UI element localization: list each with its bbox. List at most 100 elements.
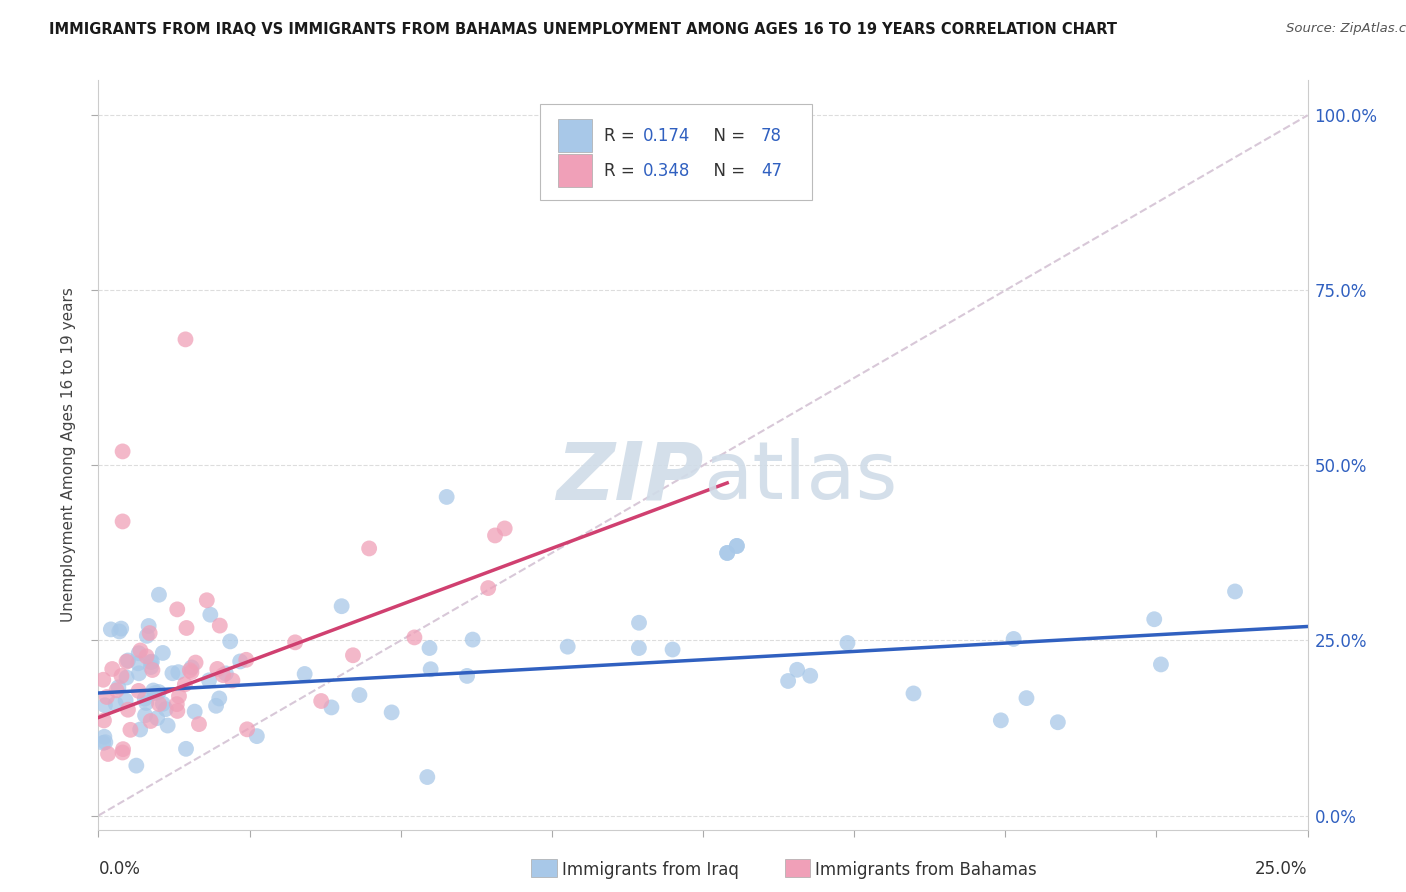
Point (418, 640, 440, 655)
Text: atlas: atlas (703, 438, 897, 516)
Point (188, 717, 211, 731)
Point (359, 541, 381, 556)
Point (1046, 715, 1069, 730)
Point (156, 718, 179, 732)
Point (208, 618, 231, 632)
Point (786, 663, 808, 677)
Point (725, 539, 748, 553)
Point (342, 648, 364, 663)
Point (138, 626, 160, 640)
Point (205, 698, 228, 713)
Point (627, 615, 650, 630)
Point (135, 649, 157, 664)
Point (93, 714, 115, 728)
Point (176, 621, 198, 635)
Point (128, 646, 150, 660)
Point (778, 673, 800, 688)
Point (97, 747, 120, 761)
Point (294, 667, 316, 681)
Text: 0.348: 0.348 (643, 162, 690, 180)
Point (1015, 691, 1038, 706)
Point (461, 632, 484, 647)
Point (111, 746, 134, 760)
Point (494, 521, 516, 535)
Point (134, 708, 156, 723)
Point (152, 646, 174, 660)
Point (125, 758, 148, 772)
Point (162, 666, 184, 681)
Point (330, 599, 353, 614)
Text: Source: ZipAtlas.com: Source: ZipAtlas.com (1286, 22, 1406, 36)
Point (229, 655, 252, 669)
Point (107, 681, 129, 695)
Point (155, 702, 177, 716)
Point (105, 683, 128, 698)
Point (120, 723, 142, 737)
Point (115, 655, 138, 669)
Point (114, 693, 136, 707)
Point (477, 581, 499, 595)
Point (146, 711, 169, 725)
Point (200, 607, 222, 622)
Point (208, 691, 231, 706)
Point (128, 684, 150, 698)
Point (716, 546, 738, 560)
Point (152, 697, 174, 711)
Point (127, 657, 149, 671)
Point (167, 665, 190, 680)
Text: ZIP: ZIP (555, 438, 703, 516)
Point (101, 662, 124, 676)
Point (129, 723, 152, 737)
Text: 78: 78 (761, 127, 782, 145)
Point (180, 660, 202, 674)
Point (1223, 584, 1246, 599)
Text: N =: N = (703, 127, 751, 145)
Point (108, 624, 131, 639)
Point (627, 641, 650, 656)
Point (110, 669, 132, 683)
Point (557, 640, 579, 654)
Point (117, 703, 139, 717)
Point (184, 656, 207, 670)
Point (180, 665, 202, 679)
Point (484, 528, 506, 542)
Point (990, 714, 1012, 728)
Point (128, 666, 150, 681)
Point (215, 666, 238, 681)
Point (110, 622, 132, 636)
Text: R =: R = (603, 127, 640, 145)
Point (139, 660, 162, 674)
Point (141, 663, 163, 677)
Point (236, 723, 259, 737)
Point (174, 741, 197, 756)
Text: 25.0%: 25.0% (1256, 860, 1308, 878)
Y-axis label: Unemployment Among Ages 16 to 19 years: Unemployment Among Ages 16 to 19 years (60, 287, 76, 623)
Point (174, 332, 197, 346)
Text: 47: 47 (761, 162, 782, 180)
Point (179, 663, 201, 677)
Point (135, 696, 157, 710)
Point (716, 546, 738, 560)
FancyBboxPatch shape (540, 104, 811, 200)
Point (309, 694, 332, 708)
Point (166, 602, 188, 616)
Point (1150, 657, 1173, 672)
Point (235, 653, 257, 667)
Point (167, 689, 190, 703)
Point (725, 539, 748, 553)
Point (349, 688, 371, 702)
Point (94, 735, 117, 749)
Point (135, 629, 157, 643)
Point (212, 668, 235, 682)
Point (198, 673, 221, 688)
Point (219, 634, 242, 648)
Point (173, 677, 195, 691)
Point (148, 697, 170, 711)
Point (138, 619, 160, 633)
Point (148, 588, 170, 602)
Point (111, 444, 134, 458)
Text: Immigrants from Iraq: Immigrants from Iraq (562, 861, 740, 879)
Point (321, 700, 343, 714)
Point (166, 697, 188, 711)
Point (284, 635, 307, 649)
